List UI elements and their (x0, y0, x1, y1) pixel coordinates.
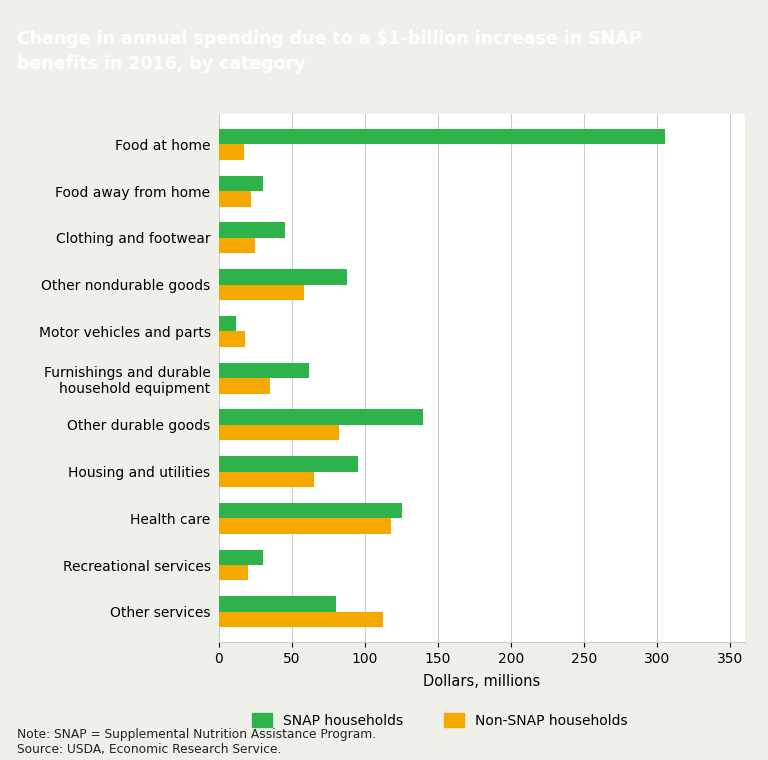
Bar (219, 597, 336, 612)
Bar (219, 269, 347, 284)
Bar (219, 456, 358, 472)
Bar (219, 612, 382, 627)
Bar (219, 144, 243, 160)
Text: Change in annual spending due to a $1-billion increase in SNAP
benefits in 2016,: Change in annual spending due to a $1-bi… (17, 30, 641, 74)
Bar (219, 284, 303, 300)
Legend: SNAP households, Non-SNAP households: SNAP households, Non-SNAP households (252, 714, 627, 727)
Bar (219, 378, 270, 394)
Bar (219, 472, 314, 487)
Text: Note: SNAP = Supplemental Nutrition Assistance Program.
Source: USDA, Economic R: Note: SNAP = Supplemental Nutrition Assi… (17, 728, 376, 756)
Bar (219, 425, 339, 440)
Bar (219, 410, 423, 425)
Bar (219, 316, 237, 331)
Bar (219, 518, 392, 534)
Bar (219, 176, 263, 191)
X-axis label: Dollars, millions: Dollars, millions (423, 674, 541, 689)
Bar (219, 549, 263, 565)
Bar (219, 223, 285, 238)
Bar (219, 331, 245, 347)
Bar (219, 363, 310, 378)
Bar (219, 565, 248, 581)
Bar (219, 503, 402, 518)
Bar (219, 238, 256, 253)
Bar (219, 191, 251, 207)
Bar (219, 129, 664, 144)
